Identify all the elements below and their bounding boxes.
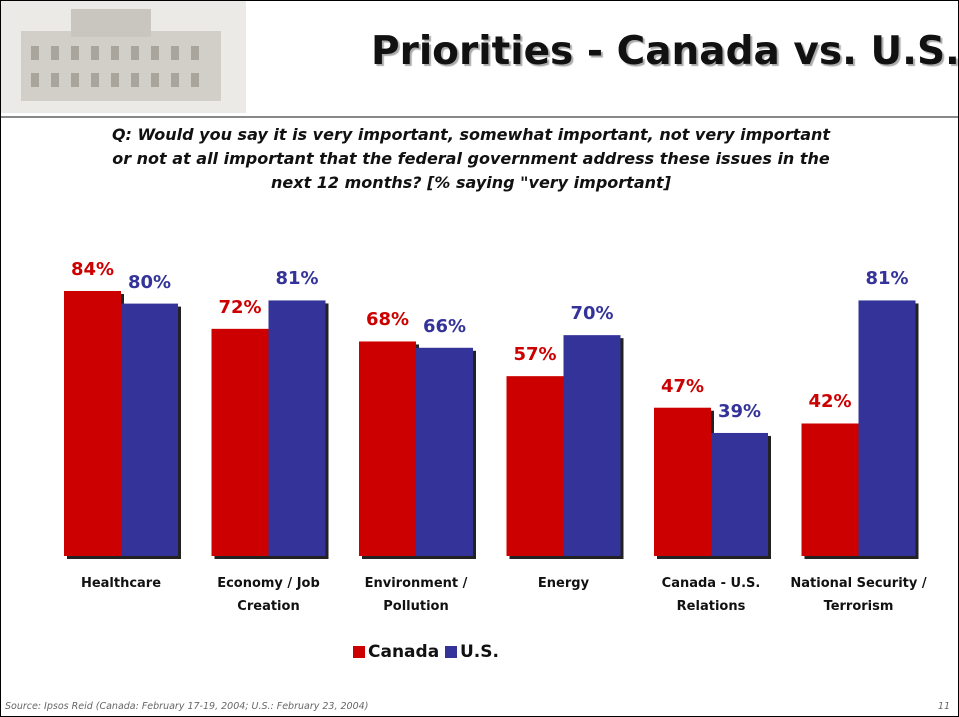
value-label: 68% [365,309,410,331]
value-label: 57% [513,344,557,366]
value-label: 42% [808,391,852,413]
bar [563,335,621,556]
value-label: 81% [275,268,319,290]
legend-label: Canada [368,642,440,662]
value-label: 47% [660,375,705,397]
value-label: 72% [218,296,262,318]
category-label: Healthcare [80,576,162,591]
question: Q: Would you say it is very important, s… [111,125,831,192]
windows [31,46,199,87]
category-label: Environment / Pollution [364,576,468,614]
title: Priorities - Canada vs. U.S. [371,29,959,74]
value-label: 66% [422,315,467,337]
bar [654,407,711,556]
bar [268,300,326,556]
bar [801,423,859,556]
legend-label: U.S. [460,642,499,662]
legend-swatch [353,646,365,658]
category-label: National Security / Terrorism [790,576,927,614]
page-number: 11 [937,701,950,712]
bar [211,328,269,556]
bar [711,432,768,556]
value-label: 80% [127,271,172,293]
source: Source: Ipsos Reid (Canada: February 17-… [5,701,369,712]
bar [121,303,178,556]
category-label: Economy / Job Creation [217,576,320,614]
building [21,31,221,101]
legend-swatch [445,646,457,658]
building-tower [71,9,151,37]
value-label: 70% [570,303,614,325]
bar [416,347,473,556]
category-label: Canada - U.S. Relations [661,576,761,614]
bar [64,290,121,556]
bar [858,300,916,556]
category-label: Energy [537,576,590,591]
value-label: 39% [717,400,762,422]
value-label: 81% [865,268,909,290]
bar [359,341,416,556]
bar [506,376,564,556]
value-label: 84% [70,258,115,280]
